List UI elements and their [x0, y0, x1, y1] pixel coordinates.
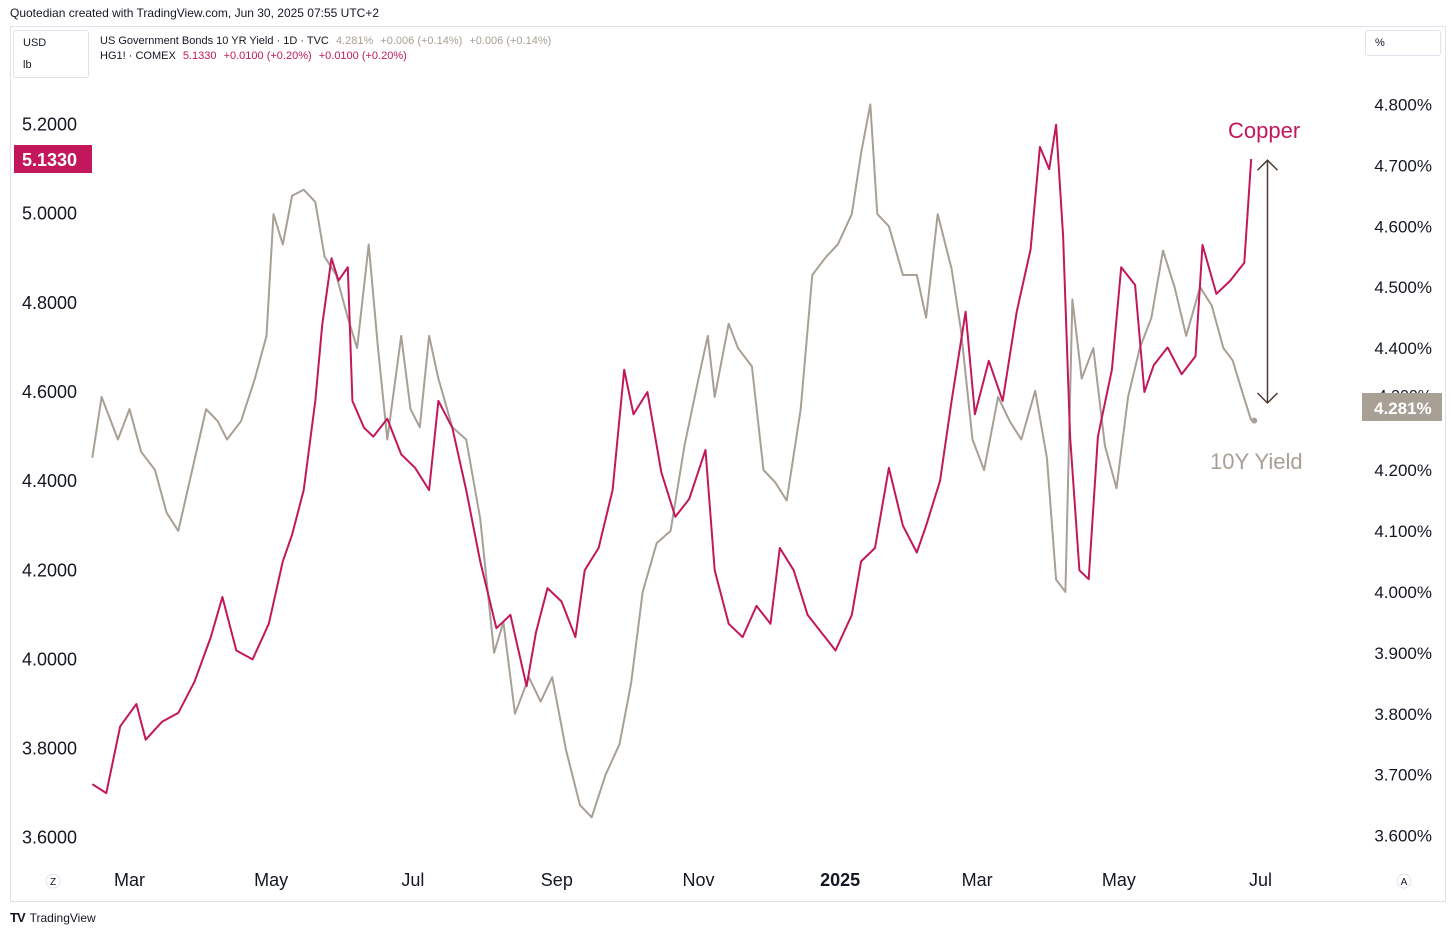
legend-yield-change: +0.006 (+0.14%) — [380, 35, 463, 47]
copper-price-line[interactable] — [91, 123, 1253, 795]
left-axis-tick: 4.2000 — [22, 560, 77, 580]
time-axis-tick: Sep — [541, 870, 573, 890]
legend-copper-value: 5.1330 — [182, 50, 217, 62]
legend-yield-name: US Government Bonds 10 YR Yield · 1D · T… — [100, 35, 329, 47]
copper-price-badge: 5.1330 — [14, 145, 92, 173]
left-axis[interactable]: 3.6000 3.8000 4.0000 4.2000 4.4000 4.6000 4.80… — [22, 115, 77, 848]
legend-yield-value: 4.281% — [335, 35, 374, 47]
time-axis-tick: May — [254, 870, 288, 890]
left-axis-tick: 4.6000 — [22, 382, 77, 402]
log-scale-button-label: A — [1401, 877, 1408, 888]
right-axis-tick: 4.000% — [1374, 583, 1432, 602]
time-axis-tick: Mar — [114, 870, 145, 890]
left-axis-tick: 3.6000 — [22, 828, 77, 848]
copper-price-badge-text: 5.1330 — [22, 150, 77, 170]
time-axis-tick: Nov — [682, 870, 714, 890]
right-axis-tick: 3.900% — [1374, 644, 1432, 663]
left-axis-tick: 3.8000 — [22, 739, 77, 759]
right-axis-tick: 4.700% — [1374, 156, 1432, 175]
yield-price-badge-bg — [1362, 393, 1442, 421]
right-axis-tick: 4.600% — [1374, 217, 1432, 236]
unit-selector[interactable]: USD lb — [13, 30, 89, 78]
currency-unit-label: USD — [23, 37, 47, 49]
left-axis-tick: 4.4000 — [22, 471, 77, 491]
time-axis-tick: Jul — [401, 870, 424, 890]
right-axis-tick: 3.800% — [1374, 705, 1432, 724]
right-axis-tick: 4.400% — [1374, 339, 1432, 358]
legend-copper-change: +0.0100 (+0.20%) — [223, 50, 312, 62]
right-axis[interactable]: 3.600% 3.700% 3.800% 3.900% 4.000% 4.100% 4.20… — [1374, 95, 1432, 845]
time-axis[interactable]: Mar May Jul Sep Nov 2025 Mar May Jul — [114, 870, 1272, 890]
range-arrow — [1256, 159, 1279, 405]
left-axis-tick: 4.8000 — [22, 293, 77, 313]
tradingview-logo-icon: TV — [10, 910, 26, 925]
chart-frame — [10, 26, 1446, 902]
left-axis-tick: 5.2000 — [22, 115, 77, 135]
chart-attribution: Quotedian created with TradingView.com, … — [10, 6, 380, 20]
yield-price-badge: 4.281% — [1362, 393, 1442, 421]
range-arrow-head-bottom — [1256, 392, 1279, 405]
right-axis-tick: 4.200% — [1374, 461, 1432, 480]
left-axis-tick: 4.0000 — [22, 649, 77, 669]
time-axis-tick: May — [1102, 870, 1136, 890]
legend-row-yield[interactable]: US Government Bonds 10 YR Yield · 1D · T… — [100, 34, 555, 49]
legend-yield-change-alt: +0.006 (+0.14%) — [469, 35, 552, 47]
legend-copper-name: HG1! · COMEX — [100, 50, 176, 62]
yield-price-line[interactable] — [91, 103, 1253, 819]
right-axis-tick: 4.500% — [1374, 278, 1432, 297]
yield-price-badge-text: 4.281% — [1374, 399, 1432, 418]
percent-scale-selector[interactable]: % — [1365, 30, 1441, 56]
log-scale-button[interactable]: A — [1396, 873, 1412, 889]
footer-branding[interactable]: TV TradingView — [10, 910, 96, 925]
chart-legend: US Government Bonds 10 YR Yield · 1D · T… — [100, 34, 555, 64]
weight-unit-label: lb — [23, 59, 32, 71]
right-axis-tick: 3.700% — [1374, 766, 1432, 785]
time-axis-tick: 2025 — [820, 870, 860, 890]
right-axis-tick: 3.600% — [1374, 827, 1432, 846]
time-axis-tick: Mar — [962, 870, 993, 890]
copper-price-badge-bg — [14, 145, 92, 173]
legend-row-copper[interactable]: HG1! · COMEX 5.1330 +0.0100 (+0.20%) +0.… — [100, 49, 555, 64]
yield-series-label: 10Y Yield — [1210, 449, 1303, 474]
right-axis-tick: 4.100% — [1374, 522, 1432, 541]
tradingview-brand: TradingView — [29, 910, 96, 925]
yield-last-point — [1251, 417, 1258, 424]
auto-scale-button-label: Z — [50, 877, 56, 888]
time-axis-tick: Jul — [1249, 870, 1272, 890]
range-arrow-head-top — [1256, 159, 1279, 171]
right-axis-tick: 4.800% — [1374, 95, 1432, 114]
left-axis-tick: 5.0000 — [22, 204, 77, 224]
copper-series-label: Copper — [1228, 118, 1300, 143]
auto-scale-button[interactable]: Z — [45, 873, 61, 889]
legend-copper-change-alt: +0.0100 (+0.20%) — [318, 50, 407, 62]
percent-scale-label: % — [1375, 37, 1385, 49]
